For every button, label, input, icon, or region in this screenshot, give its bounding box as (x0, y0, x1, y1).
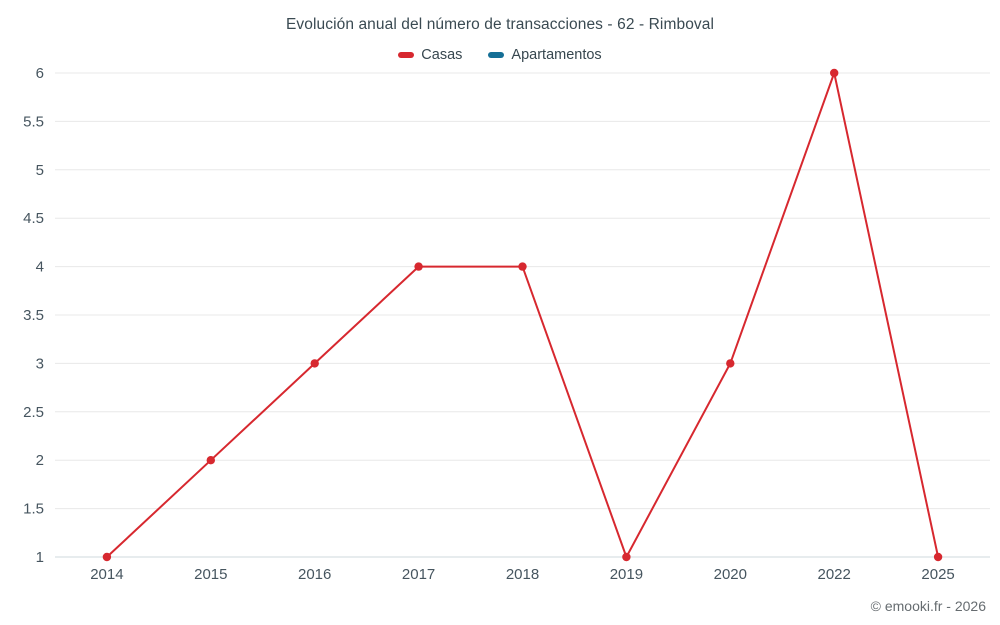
svg-text:2019: 2019 (610, 566, 643, 583)
legend-item-casas[interactable]: Casas (398, 47, 462, 63)
svg-text:5: 5 (36, 162, 44, 179)
copyright: © emooki.fr - 2026 (870, 598, 986, 614)
svg-text:2014: 2014 (90, 566, 123, 583)
svg-text:1.5: 1.5 (23, 501, 44, 518)
chart-legend: Casas Apartamentos (0, 47, 1000, 63)
svg-text:2016: 2016 (298, 566, 331, 583)
svg-text:4.5: 4.5 (23, 210, 44, 227)
svg-text:2: 2 (36, 452, 44, 469)
svg-text:2015: 2015 (194, 566, 227, 583)
casas-series-swatch (398, 52, 415, 58)
svg-text:2017: 2017 (402, 566, 435, 583)
svg-text:2020: 2020 (714, 566, 747, 583)
svg-text:2022: 2022 (818, 566, 851, 583)
svg-text:6: 6 (36, 65, 44, 82)
svg-text:2.5: 2.5 (23, 404, 44, 421)
svg-text:2025: 2025 (921, 566, 954, 583)
legend-label-casas: Casas (421, 47, 463, 63)
svg-text:4: 4 (36, 259, 44, 276)
svg-text:5.5: 5.5 (23, 113, 44, 130)
legend-item-apartamentos[interactable]: Apartamentos (488, 47, 602, 63)
apartamentos-series-swatch (488, 52, 505, 58)
chart-title: Evolución anual del número de transaccio… (285, 16, 715, 33)
svg-text:3: 3 (36, 355, 44, 372)
svg-text:3.5: 3.5 (23, 307, 44, 324)
legend-label-apartamentos: Apartamentos (511, 47, 602, 63)
svg-text:2018: 2018 (506, 566, 539, 583)
svg-text:1: 1 (36, 549, 44, 566)
